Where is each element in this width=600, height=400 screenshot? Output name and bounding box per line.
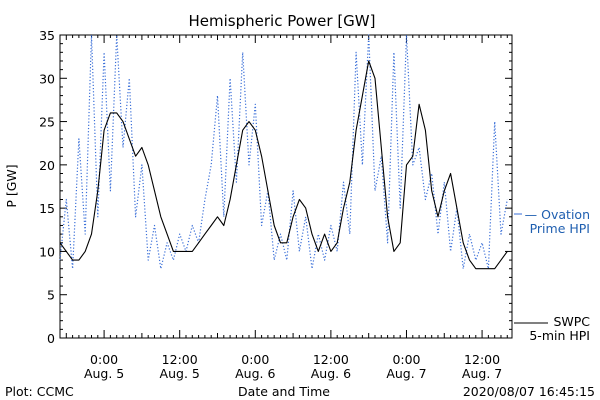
x-tick-label-time: 0:00: [241, 352, 269, 367]
x-tick-label-time: 12:00: [313, 352, 349, 367]
y-tick-label: 25: [39, 115, 55, 130]
y-tick-label: 5: [47, 288, 55, 303]
series-layer: [59, 34, 508, 270]
y-tick-label: 30: [39, 71, 55, 86]
x-tick-label-time: 12:00: [162, 352, 198, 367]
footer-right: 2020/08/07 16:45:15: [463, 384, 595, 399]
plot-frame: [59, 34, 513, 339]
swpc-hpi-series-line: [59, 60, 508, 270]
x-tick-label-date: Aug. 7: [386, 366, 426, 381]
x-tick-label-date: Aug. 6: [235, 366, 275, 381]
y-tick-label: 20: [39, 158, 55, 173]
x-tick-label-time: 0:00: [392, 352, 420, 367]
ovation-hpi-series-line: [59, 34, 508, 270]
x-tick-label-time: 0:00: [90, 352, 118, 367]
x-tick-label-date: Aug. 6: [311, 366, 351, 381]
footer-center: Date and Time: [238, 384, 330, 399]
swpc-legend-line1: SWPC: [553, 314, 590, 329]
footer-left: Plot: CCMC: [5, 384, 74, 399]
ovation-legend-line2: Prime HPI: [530, 221, 590, 236]
swpc-legend-line2: 5-min HPI: [529, 328, 590, 343]
y-tick-label: 0: [47, 331, 55, 346]
y-tick-label: 35: [39, 28, 55, 43]
ovation-legend-line1: — Ovation: [525, 207, 590, 222]
x-tick-label-date: Aug. 7: [462, 366, 502, 381]
x-tick-label-date: Aug. 5: [84, 366, 124, 381]
y-axis: 0 5 10 15 20 25 30 35: [39, 28, 512, 346]
y-tick-label: 10: [39, 244, 55, 259]
chart-title: Hemispheric Power [GW]: [189, 12, 376, 30]
y-axis-label: P [GW]: [4, 164, 19, 207]
x-tick-label-time: 12:00: [464, 352, 500, 367]
x-tick-label-date: Aug. 5: [160, 366, 200, 381]
y-tick-label: 15: [39, 201, 55, 216]
